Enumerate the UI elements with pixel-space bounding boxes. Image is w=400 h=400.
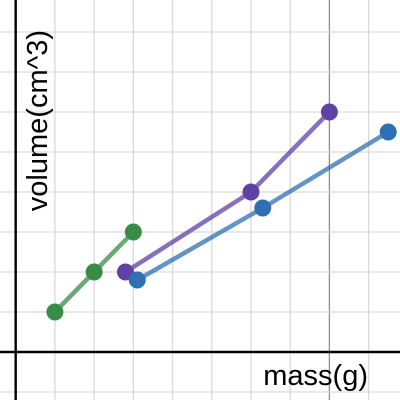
series-1-point-2	[85, 263, 103, 281]
y-axis-label: volume(cm^3)	[22, 30, 54, 211]
series-1-point-3	[124, 223, 142, 241]
series-3-point-2	[254, 199, 272, 217]
series-2-point-3	[320, 103, 338, 121]
series-2-point-2	[242, 183, 260, 201]
series-3-point-1	[128, 271, 146, 289]
series-1-point-1	[46, 303, 64, 321]
series-3-point-3	[379, 123, 397, 141]
x-axis-label: mass(g)	[263, 360, 368, 392]
series-1	[46, 223, 142, 321]
series-3	[128, 123, 397, 289]
series-layer	[46, 103, 397, 321]
